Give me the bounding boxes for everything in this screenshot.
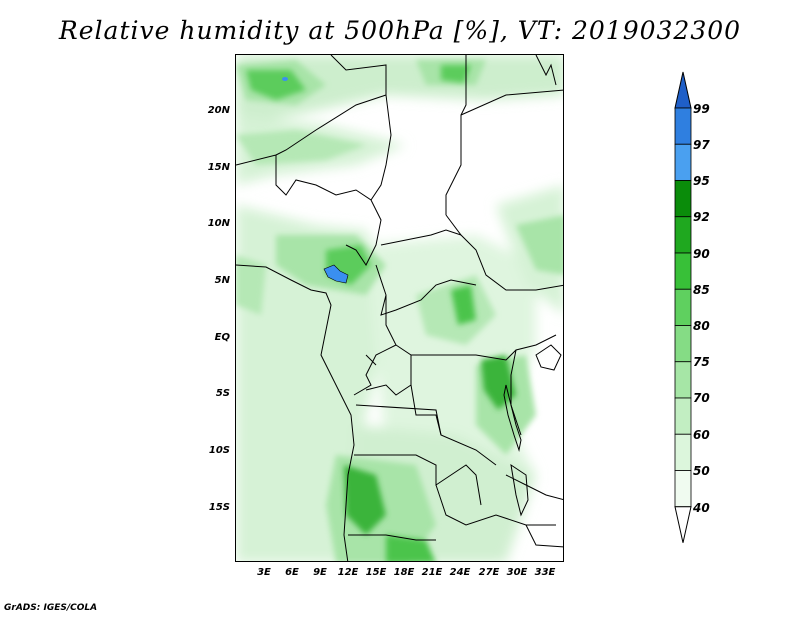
lat-label: 10S (208, 445, 230, 456)
colorbar-label: 99 (693, 102, 710, 116)
lon-label: 6E (285, 567, 299, 578)
colorbar-bottom-arrow (674, 506, 692, 543)
borders (236, 55, 563, 561)
lat-label: EQ (214, 332, 230, 343)
lat-label: 5S (215, 388, 230, 399)
colorbar-label: 92 (693, 210, 710, 224)
colorbar-segment (674, 361, 692, 399)
colorbar-segment (674, 433, 692, 471)
colorbar-segment (674, 252, 692, 290)
credit-text: GrADS: IGES/COLA (4, 603, 98, 613)
colorbar-label: 97 (693, 138, 710, 152)
lon-label: 3E (257, 567, 271, 578)
colorbar (674, 71, 692, 543)
lat-label: 10N (207, 218, 230, 229)
colorbar-label: 95 (693, 174, 710, 188)
colorbar-segment (674, 397, 692, 435)
lat-label: 15S (208, 502, 230, 513)
lon-label: 12E (337, 567, 359, 578)
colorbar-label: 85 (693, 283, 710, 297)
colorbar-segment (674, 325, 692, 363)
colorbar-segment (674, 143, 692, 181)
lat-label: 15N (207, 162, 230, 173)
colorbar-segment (674, 470, 692, 508)
colorbar-label: 40 (693, 501, 710, 515)
colorbar-label: 90 (693, 247, 710, 261)
lon-label: 18E (393, 567, 415, 578)
colorbar-label: 50 (693, 464, 710, 478)
lat-label: 20N (207, 105, 230, 116)
map-panel (235, 54, 564, 562)
lat-label: 5N (214, 275, 230, 286)
colorbar-top-arrow (674, 71, 692, 109)
lon-label: 30E (506, 567, 528, 578)
humidity-field (236, 55, 563, 561)
colorbar-label: 80 (693, 319, 710, 333)
lon-label: 33E (534, 567, 556, 578)
colorbar-segment (674, 216, 692, 254)
colorbar-segment (674, 288, 692, 326)
colorbar-segment (674, 180, 692, 218)
map-title: Relative humidity at 500hPa [%], VT: 201… (58, 16, 742, 45)
colorbar-label: 70 (693, 391, 710, 405)
colorbar-label: 60 (693, 428, 710, 442)
lon-label: 15E (365, 567, 387, 578)
saturated-spots (282, 77, 349, 284)
colorbar-label: 75 (693, 355, 710, 369)
lon-label: 9E (313, 567, 327, 578)
lon-label: 24E (449, 567, 471, 578)
colorbar-segment (674, 107, 692, 145)
lon-label: 21E (421, 567, 443, 578)
lon-label: 27E (478, 567, 500, 578)
